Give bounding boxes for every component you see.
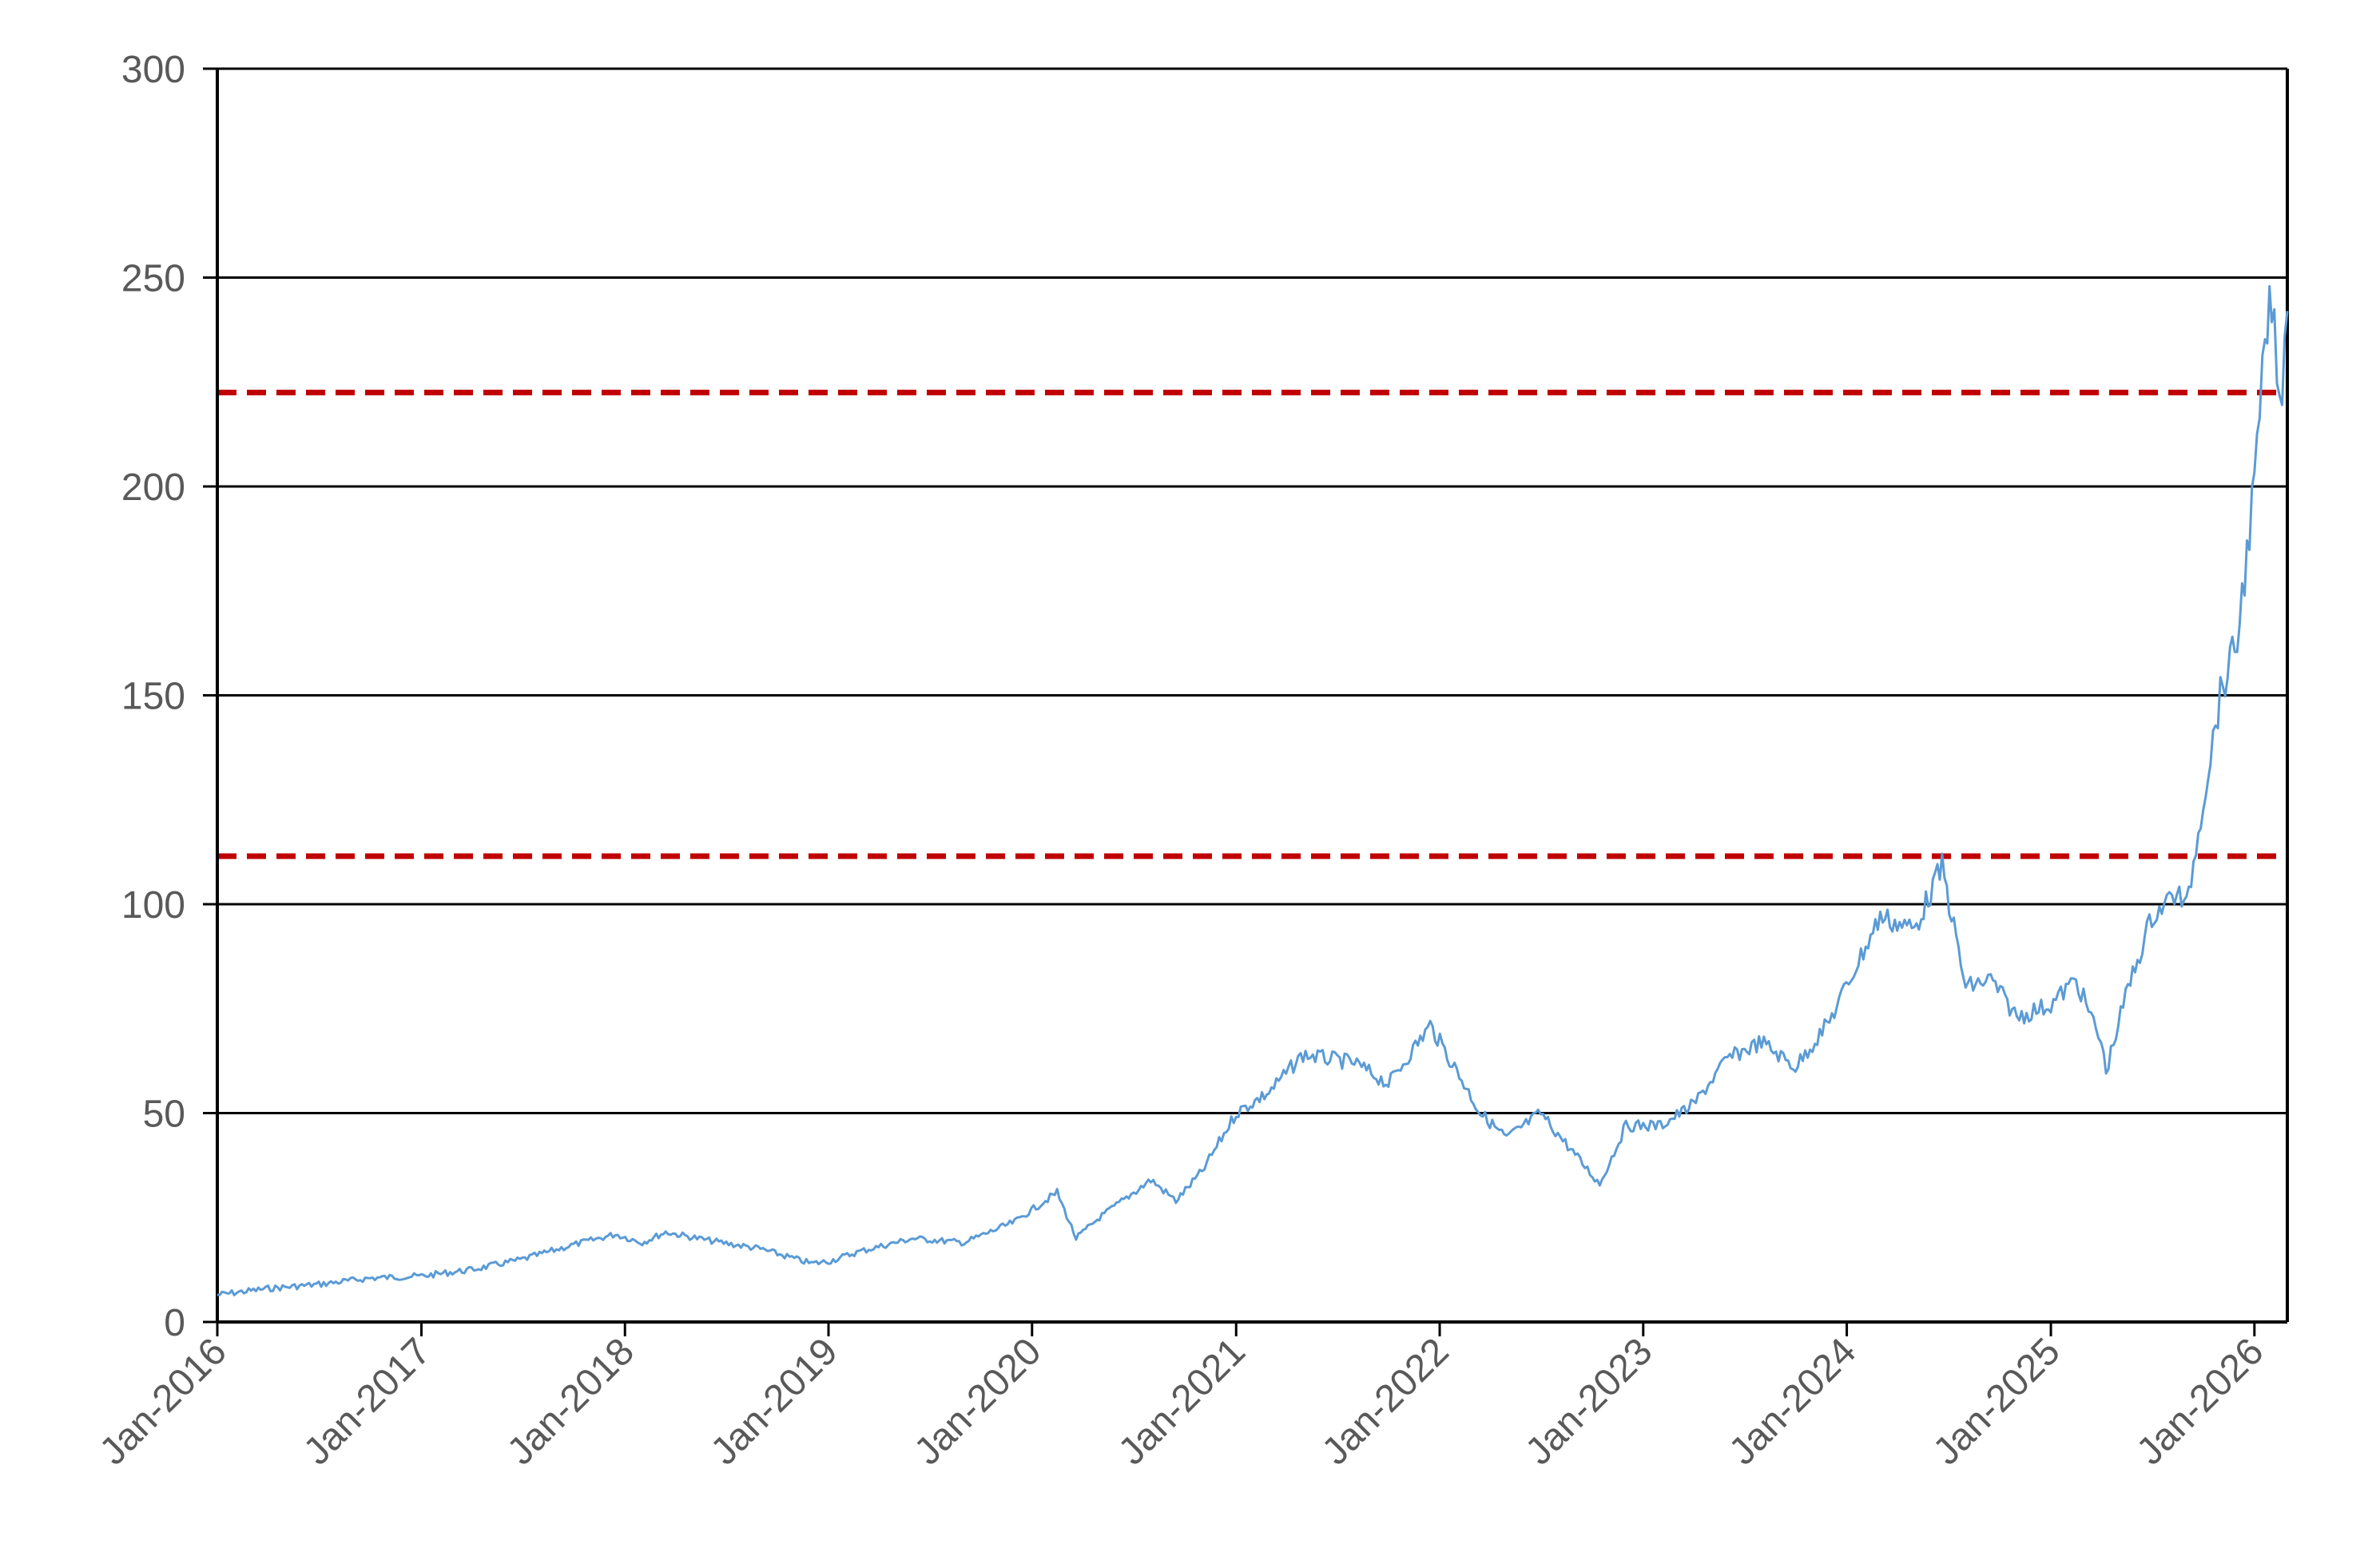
y-tick-label-50: 50 <box>143 1094 185 1136</box>
y-tick-label-250: 250 <box>121 258 185 300</box>
series-layer <box>217 284 2289 1296</box>
series-line-0 <box>217 284 2289 1296</box>
y-tick-label-150: 150 <box>121 676 185 718</box>
y-tick-labels: 0 50 100 150 200 250 300 <box>121 49 185 1344</box>
y-tick-label-300: 300 <box>121 49 185 91</box>
y-tick-label-200: 200 <box>121 466 185 509</box>
y-tick-label-0: 0 <box>164 1302 185 1344</box>
axes <box>216 69 2289 1324</box>
gridlines <box>203 67 2287 1336</box>
y-tick-label-100: 100 <box>121 884 185 927</box>
